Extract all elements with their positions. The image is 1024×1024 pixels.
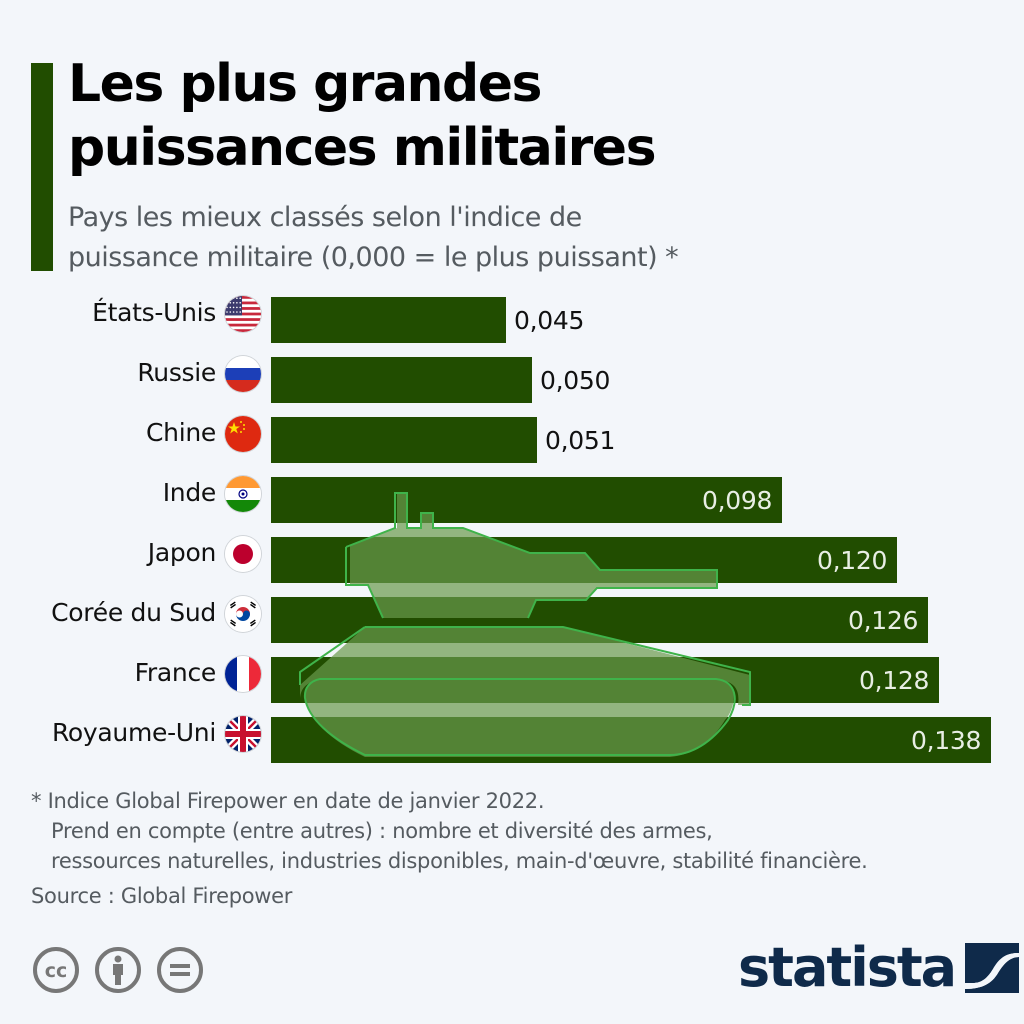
footnote-line-2: Prend en compte (entre autres) : nombre … [51, 819, 713, 843]
bar [271, 297, 506, 343]
south-korea-flag-icon [225, 596, 261, 632]
category-label: Royaume-Uni [51, 718, 216, 747]
value-label: 0,138 [911, 726, 982, 755]
value-label: 0,045 [514, 306, 585, 335]
svg-text:cc: cc [45, 960, 68, 982]
bar-row: Japon 0,120 [0, 530, 1024, 590]
bar-row: Russie 0,050 [0, 350, 1024, 410]
subtitle-line-2: puissance militaire (0,000 = le plus pui… [68, 242, 679, 273]
bar [271, 597, 928, 643]
bar-row: États-Unis 0,045 [0, 290, 1024, 350]
value-label: 0,050 [540, 366, 611, 395]
bar-row: Royaume-Uni 0,138 [0, 710, 1024, 770]
china-flag-icon [225, 416, 261, 452]
us-flag-icon [225, 296, 261, 332]
bar-row: Inde 0,098 [0, 470, 1024, 530]
category-label: Chine [146, 418, 216, 447]
value-label: 0,098 [702, 486, 773, 515]
statista-logo-mark-icon [965, 943, 1020, 993]
bar [271, 717, 991, 763]
value-label: 0,051 [545, 426, 616, 455]
france-flag-icon [225, 656, 261, 692]
category-label: Inde [162, 478, 217, 507]
category-label: Japon [147, 538, 217, 567]
category-label: États-Unis [92, 298, 216, 327]
footnote-line-3: ressources naturelles, industries dispon… [51, 849, 868, 873]
value-label: 0,128 [859, 666, 930, 695]
source-note: Source : Global Firepower [31, 884, 293, 908]
chart-subtitle: Pays les mieux classés selon l'indice de… [68, 198, 968, 278]
cc-icon[interactable]: cc [31, 945, 81, 995]
footnote: * Indice Global Firepower en date de jan… [31, 786, 868, 876]
page-title: Les plus grandes puissances militaires [68, 52, 1008, 180]
title-line-1: Les plus grandes [68, 54, 543, 114]
value-label: 0,120 [817, 546, 888, 575]
india-flag-icon [225, 476, 261, 512]
bar [271, 657, 939, 703]
russia-flag-icon [225, 356, 261, 392]
statista-logo[interactable]: statista [738, 936, 1020, 999]
japan-flag-icon [225, 536, 261, 572]
title-accent-bar [31, 63, 53, 271]
category-label: France [134, 658, 217, 687]
no-derivatives-icon[interactable] [155, 945, 205, 995]
uk-flag-icon [225, 716, 261, 752]
attribution-icon[interactable] [93, 945, 143, 995]
value-label: 0,126 [848, 606, 919, 635]
license-icons: cc [31, 945, 205, 995]
category-label: Corée du Sud [51, 598, 216, 627]
bar-row: France 0,128 [0, 650, 1024, 710]
category-label: Russie [137, 358, 216, 387]
bar-chart: États-Unis 0,045 Russie 0,050 Chine 0,051 Inde… [0, 290, 1024, 770]
bar-row: Chine 0,051 [0, 410, 1024, 470]
bar [271, 357, 532, 403]
subtitle-line-1: Pays les mieux classés selon l'indice de [68, 202, 582, 233]
title-line-2: puissances militaires [68, 118, 657, 178]
bar-row: Corée du Sud 0,126 [0, 590, 1024, 650]
bar [271, 537, 897, 583]
bar [271, 417, 537, 463]
logo-text: statista [738, 936, 957, 999]
footnote-line-1: * Indice Global Firepower en date de jan… [31, 789, 545, 813]
